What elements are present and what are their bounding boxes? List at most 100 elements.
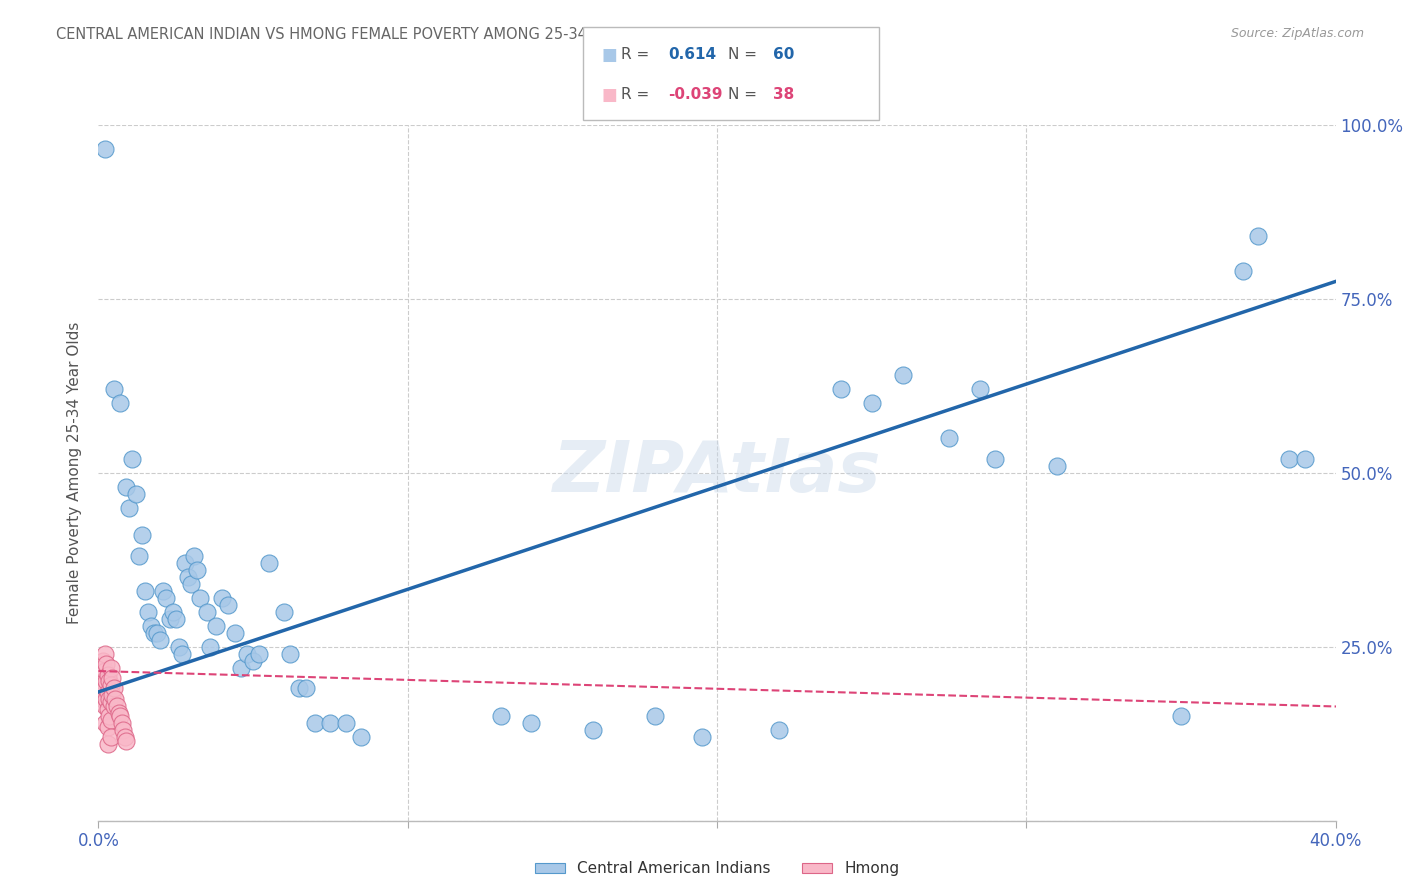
Point <box>155 591 177 605</box>
Text: N =: N = <box>728 47 762 62</box>
Text: ■: ■ <box>602 86 617 103</box>
Point <box>938 431 960 445</box>
Point <box>224 625 246 640</box>
Point <box>90 664 112 678</box>
Legend: Central American Indians, Hmong: Central American Indians, Hmong <box>529 855 905 882</box>
Point <box>520 716 543 731</box>
Point <box>229 660 252 674</box>
Point <box>247 647 270 661</box>
Point <box>100 730 122 744</box>
Point <box>183 549 205 564</box>
Point <box>107 706 129 720</box>
Point <box>121 451 143 466</box>
Y-axis label: Female Poverty Among 25-34 Year Olds: Female Poverty Among 25-34 Year Olds <box>67 322 83 624</box>
Text: Source: ZipAtlas.com: Source: ZipAtlas.com <box>1230 27 1364 40</box>
Point <box>159 612 181 626</box>
Point <box>198 640 221 654</box>
Point <box>165 612 187 626</box>
Point <box>108 709 131 723</box>
Point <box>211 591 233 605</box>
Point <box>91 654 114 668</box>
Point <box>242 654 264 668</box>
Point <box>195 605 218 619</box>
Point <box>690 730 713 744</box>
Point <box>96 657 118 671</box>
Point <box>105 698 128 713</box>
Point <box>124 486 146 500</box>
Point <box>93 681 115 696</box>
Point <box>180 577 202 591</box>
Point <box>149 632 172 647</box>
Point <box>98 692 121 706</box>
Point <box>115 733 138 747</box>
Point <box>174 556 197 570</box>
Point <box>93 698 115 713</box>
Point <box>97 737 120 751</box>
Point <box>1247 229 1270 244</box>
Text: 0.614: 0.614 <box>668 47 716 62</box>
Point <box>288 681 311 696</box>
Point <box>128 549 150 564</box>
Point <box>104 692 127 706</box>
Point <box>969 382 991 396</box>
Point <box>101 671 124 685</box>
Point <box>984 451 1007 466</box>
Point <box>100 695 122 709</box>
Point <box>1170 709 1192 723</box>
Point <box>860 396 883 410</box>
Point <box>1046 458 1069 473</box>
Point <box>335 716 357 731</box>
Point <box>319 716 342 731</box>
Text: R =: R = <box>621 87 655 103</box>
Point <box>152 584 174 599</box>
Point <box>108 396 131 410</box>
Point <box>90 685 112 699</box>
Point <box>304 716 326 731</box>
Point <box>91 692 114 706</box>
Point <box>278 647 301 661</box>
Point <box>101 689 124 703</box>
Point <box>97 667 120 681</box>
Text: 60: 60 <box>773 47 794 62</box>
Point <box>91 674 114 689</box>
Point <box>100 713 122 727</box>
Point <box>103 698 125 713</box>
Point <box>146 625 169 640</box>
Point <box>190 591 212 605</box>
Point <box>97 685 120 699</box>
Point <box>136 605 159 619</box>
Point <box>186 563 208 577</box>
Point <box>177 570 200 584</box>
Point <box>97 702 120 716</box>
Point <box>93 647 115 661</box>
Point <box>93 716 115 731</box>
Point <box>1232 264 1254 278</box>
Point <box>93 664 115 678</box>
Point <box>131 528 153 542</box>
Point <box>97 720 120 734</box>
Text: N =: N = <box>728 87 762 103</box>
Point <box>103 382 125 396</box>
Point <box>257 556 280 570</box>
Point <box>98 674 121 689</box>
Point <box>139 619 162 633</box>
Point <box>118 500 141 515</box>
Point <box>768 723 790 738</box>
Point <box>100 678 122 692</box>
Point <box>489 709 512 723</box>
Point <box>100 660 122 674</box>
Text: ■: ■ <box>602 46 617 64</box>
Point <box>350 730 373 744</box>
Point <box>143 625 166 640</box>
Point <box>236 647 259 661</box>
Point <box>167 640 190 654</box>
Point <box>98 709 121 723</box>
Point <box>644 709 666 723</box>
Point <box>1294 451 1316 466</box>
Point <box>170 647 193 661</box>
Point <box>89 678 111 692</box>
Point <box>96 692 118 706</box>
Point <box>115 480 138 494</box>
Point <box>96 674 118 689</box>
Text: ZIPAtlas: ZIPAtlas <box>553 438 882 508</box>
